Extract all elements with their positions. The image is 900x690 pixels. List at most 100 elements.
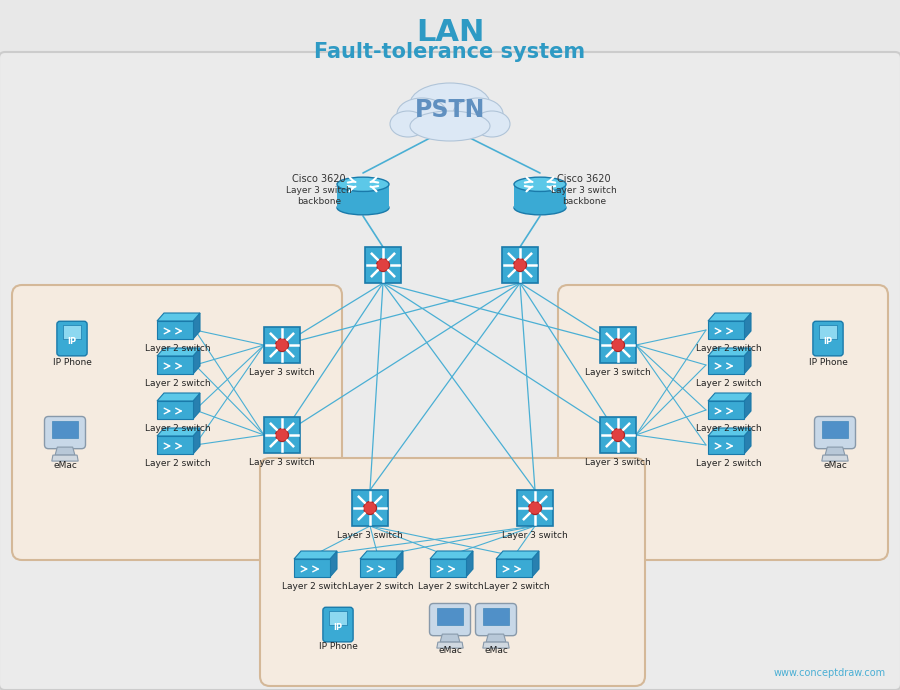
Text: IP Phone: IP Phone [319,642,357,651]
Polygon shape [744,428,751,454]
Polygon shape [193,428,200,454]
Bar [365,247,401,283]
Text: Layer 3 switch: Layer 3 switch [249,458,315,467]
Text: Layer 2 switch: Layer 2 switch [145,379,211,388]
Ellipse shape [410,83,490,125]
Text: Cisco 3620: Cisco 3620 [557,174,611,184]
Circle shape [611,339,625,351]
Polygon shape [825,447,845,455]
Text: eMac: eMac [824,461,847,470]
FancyBboxPatch shape [260,458,645,686]
Text: Layer 3 switch: Layer 3 switch [249,368,315,377]
Ellipse shape [453,98,503,130]
Ellipse shape [337,201,389,215]
FancyBboxPatch shape [12,285,342,560]
Circle shape [611,428,625,442]
Text: IP Phone: IP Phone [808,358,848,367]
Circle shape [364,502,376,515]
Polygon shape [708,401,744,419]
Polygon shape [482,642,509,648]
Circle shape [275,428,289,442]
Polygon shape [157,436,193,454]
Text: Layer 3 switch: Layer 3 switch [502,531,568,540]
Polygon shape [708,313,751,321]
Text: Cisco 3620: Cisco 3620 [292,174,346,184]
Polygon shape [396,551,403,577]
Text: Layer 2 switch: Layer 2 switch [145,459,211,468]
Bar [514,184,566,208]
Polygon shape [708,356,744,374]
Text: eMac: eMac [438,646,462,655]
Polygon shape [360,551,403,559]
Text: www.conceptdraw.com: www.conceptdraw.com [774,668,886,678]
Polygon shape [157,348,200,356]
Ellipse shape [410,111,490,141]
Bar [352,490,388,526]
Text: Layer 3 switch: Layer 3 switch [585,368,651,377]
Text: Layer 3 switch
backbone: Layer 3 switch backbone [551,186,616,206]
Polygon shape [55,447,75,455]
Polygon shape [708,436,744,454]
Text: IP: IP [824,337,832,346]
Text: Layer 3 switch: Layer 3 switch [338,531,403,540]
Text: LAN: LAN [416,18,484,47]
FancyBboxPatch shape [44,417,86,448]
Ellipse shape [514,177,566,191]
FancyBboxPatch shape [813,322,843,356]
Polygon shape [440,634,460,642]
Text: Layer 2 switch: Layer 2 switch [283,582,347,591]
Polygon shape [330,551,337,577]
Polygon shape [294,551,337,559]
Ellipse shape [390,111,426,137]
FancyBboxPatch shape [482,609,509,625]
Bar [264,327,300,363]
Text: Fault-tolerance system: Fault-tolerance system [314,42,586,62]
Text: IP: IP [333,623,343,632]
Ellipse shape [397,98,447,130]
Polygon shape [708,321,744,339]
Polygon shape [496,559,532,577]
Polygon shape [360,559,396,577]
Polygon shape [708,428,751,436]
Bar [337,184,389,208]
Text: Layer 2 switch: Layer 2 switch [145,424,211,433]
FancyBboxPatch shape [814,417,856,448]
FancyBboxPatch shape [822,422,849,438]
Text: IP: IP [68,337,76,346]
Bar [517,490,553,526]
Polygon shape [744,393,751,419]
FancyBboxPatch shape [429,604,471,635]
Bar [600,417,636,453]
Polygon shape [193,393,200,419]
Polygon shape [294,559,330,577]
Polygon shape [430,551,473,559]
FancyBboxPatch shape [818,325,838,339]
Polygon shape [532,551,539,577]
Bar [600,327,636,363]
Text: Layer 2 switch: Layer 2 switch [418,582,484,591]
FancyBboxPatch shape [0,52,900,690]
Ellipse shape [337,177,389,191]
Polygon shape [157,356,193,374]
Polygon shape [52,455,78,461]
FancyBboxPatch shape [328,611,347,625]
Text: IP Phone: IP Phone [52,358,92,367]
Polygon shape [157,321,193,339]
Polygon shape [193,313,200,339]
Text: Layer 2 switch: Layer 2 switch [697,459,761,468]
FancyBboxPatch shape [62,325,82,339]
Ellipse shape [514,201,566,215]
FancyBboxPatch shape [436,609,464,625]
Circle shape [514,259,526,271]
Polygon shape [496,551,539,559]
Text: Layer 2 switch: Layer 2 switch [484,582,550,591]
Polygon shape [430,559,466,577]
Ellipse shape [474,111,510,137]
FancyBboxPatch shape [475,604,517,635]
Circle shape [376,259,390,271]
Polygon shape [436,642,464,648]
Circle shape [275,339,289,351]
FancyBboxPatch shape [558,285,888,560]
Text: eMac: eMac [53,461,76,470]
Polygon shape [157,428,200,436]
